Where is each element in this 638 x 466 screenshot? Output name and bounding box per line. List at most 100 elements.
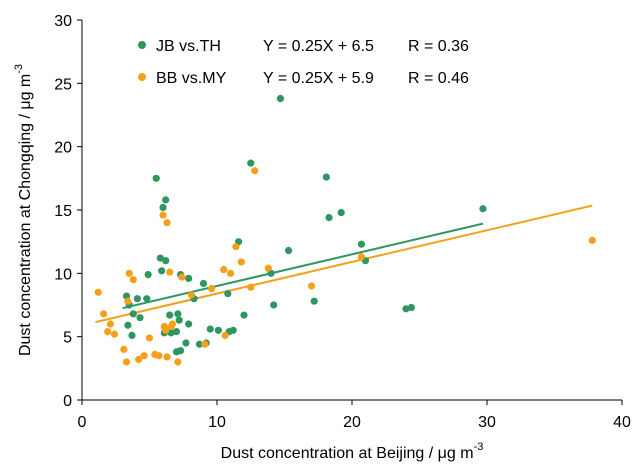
data-point-series-0	[143, 295, 151, 303]
data-point-series-1	[135, 355, 143, 364]
data-point-series-1	[163, 353, 171, 361]
data-point-series-0	[162, 196, 170, 204]
data-point-series-1	[220, 265, 228, 274]
data-point-series-1	[357, 253, 366, 261]
legend-label-bb-my: BB vs.MY	[156, 70, 227, 87]
trend-lines	[95, 204, 593, 324]
data-point-series-1	[125, 269, 133, 277]
y-tick-label: 20	[54, 140, 72, 157]
legend-label-jb-th: JB vs.TH	[156, 38, 221, 55]
equation-jb-th: Y = 0.25X + 6.5	[263, 38, 374, 55]
data-point-series-0	[185, 320, 193, 328]
data-point-series-1	[129, 276, 137, 284]
equation-bb-my: Y = 0.25X + 5.9	[263, 70, 374, 87]
data-point-series-0	[176, 347, 185, 355]
data-point-series-0	[124, 321, 132, 329]
data-point-series-0	[479, 205, 487, 213]
data-point-series-1	[94, 288, 102, 296]
y-tick-label: 0	[63, 393, 72, 410]
data-point-series-0	[172, 328, 181, 336]
data-point-series-1	[140, 352, 148, 360]
legend-marker-bb-my	[138, 73, 146, 81]
data-point-series-1	[160, 322, 168, 331]
data-point-series-1	[307, 282, 316, 290]
data-point-series-1	[251, 167, 259, 175]
data-point-series-0	[185, 274, 193, 282]
axis-ticks: 0 10 20 30 40 0 5 10 15 20 25 30	[54, 13, 631, 431]
data-point-series-1	[155, 352, 163, 360]
data-point-series-1	[168, 320, 177, 328]
data-point-series-0	[129, 310, 137, 318]
data-point-series-0	[276, 94, 285, 103]
data-point-series-1	[106, 320, 114, 328]
data-point-series-1	[124, 297, 132, 305]
data-point-series-1	[174, 358, 182, 366]
data-point-series-0	[407, 303, 415, 312]
data-point-series-0	[167, 329, 175, 337]
data-point-series-0	[337, 208, 345, 217]
data-point-series-0	[206, 325, 214, 333]
trend-line-series-1	[95, 204, 593, 324]
data-point-series-1	[221, 331, 229, 339]
x-tick-label: 30	[478, 414, 496, 431]
data-point-series-0	[229, 326, 237, 334]
legend-marker-jb-th	[138, 41, 146, 49]
data-point-series-0	[322, 173, 330, 181]
r-value-jb-th: R = 0.36	[408, 38, 469, 55]
r-value-bb-my: R = 0.46	[408, 70, 469, 87]
data-point-series-1	[237, 258, 245, 266]
data-point-series-1	[159, 211, 167, 219]
x-axis-label: Dust concentration at Beijing / μg m-3	[221, 441, 484, 462]
data-point-series-0	[240, 311, 248, 319]
data-point-series-1	[120, 345, 128, 353]
data-point-series-0	[156, 254, 164, 262]
data-point-series-0	[199, 279, 208, 288]
y-tick-label: 10	[54, 266, 72, 283]
x-tick-label: 20	[343, 414, 361, 431]
x-tick-label: 40	[613, 414, 631, 431]
y-tick-label: 25	[54, 76, 72, 93]
data-point-series-0	[162, 257, 170, 265]
data-point-series-1	[100, 310, 108, 318]
data-point-series-0	[247, 159, 255, 167]
data-point-series-0	[357, 240, 366, 248]
data-point-series-1	[247, 283, 255, 291]
data-point-series-1	[163, 219, 171, 227]
data-point-series-0	[310, 297, 318, 305]
data-point-series-0	[182, 339, 190, 347]
data-point-series-0	[224, 290, 232, 298]
y-tick-label: 15	[54, 203, 72, 220]
data-point-series-0	[159, 203, 167, 212]
data-point-series-1	[178, 273, 186, 281]
data-point-series-0	[175, 316, 183, 324]
data-point-series-1	[187, 291, 195, 299]
data-point-series-1	[201, 340, 209, 348]
data-point-series-0	[284, 246, 293, 255]
data-point-series-1	[110, 330, 118, 338]
legend-entry-jb-th: JB vs.TH Y = 0.25X + 6.5 R = 0.36	[138, 38, 469, 55]
data-point-series-1	[166, 268, 174, 276]
legend-entry-bb-my: BB vs.MY Y = 0.25X + 5.9 R = 0.46	[138, 70, 469, 87]
x-axis-label-superscript: -3	[474, 441, 484, 453]
data-point-series-1	[226, 269, 235, 277]
data-point-series-0	[144, 271, 152, 279]
data-point-series-0	[133, 295, 141, 303]
data-point-series-1	[208, 284, 216, 293]
data-point-series-1	[232, 243, 240, 251]
data-point-series-0	[214, 326, 222, 334]
y-axis-label: Dust concentration at Chongqing / μg m-3	[13, 64, 34, 356]
data-point-series-1	[264, 264, 272, 272]
data-point-series-0	[128, 331, 136, 339]
data-point-series-0	[136, 314, 144, 322]
data-point-series-1	[145, 334, 154, 342]
y-tick-label: 30	[54, 13, 72, 30]
data-point-series-0	[174, 310, 182, 318]
data-point-series-0	[152, 174, 160, 182]
data-point-series-0	[402, 305, 410, 313]
data-point-series-0	[166, 311, 174, 319]
trend-line-series-0	[122, 222, 484, 310]
data-point-series-0	[195, 340, 204, 348]
data-point-series-1	[104, 328, 112, 336]
x-tick-label: 10	[208, 414, 226, 431]
